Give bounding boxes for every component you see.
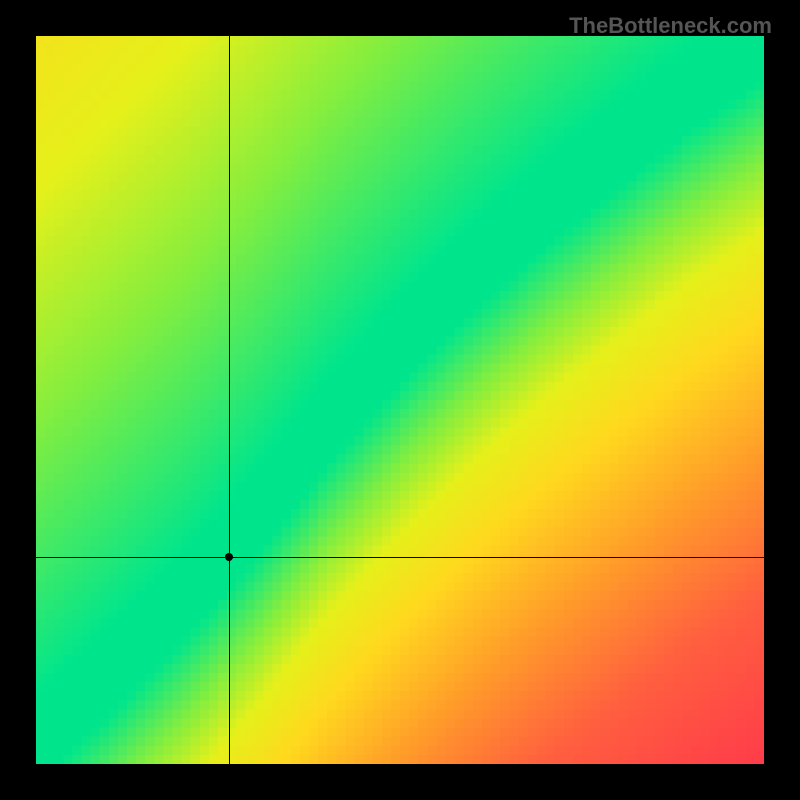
watermark-text: TheBottleneck.com [569, 13, 772, 39]
crosshair-vertical [229, 36, 230, 764]
crosshair-horizontal [36, 557, 764, 558]
chart-container: { "watermark": { "text": "TheBottleneck.… [0, 0, 800, 800]
bottleneck-heatmap [36, 36, 764, 764]
marker-dot [225, 553, 233, 561]
